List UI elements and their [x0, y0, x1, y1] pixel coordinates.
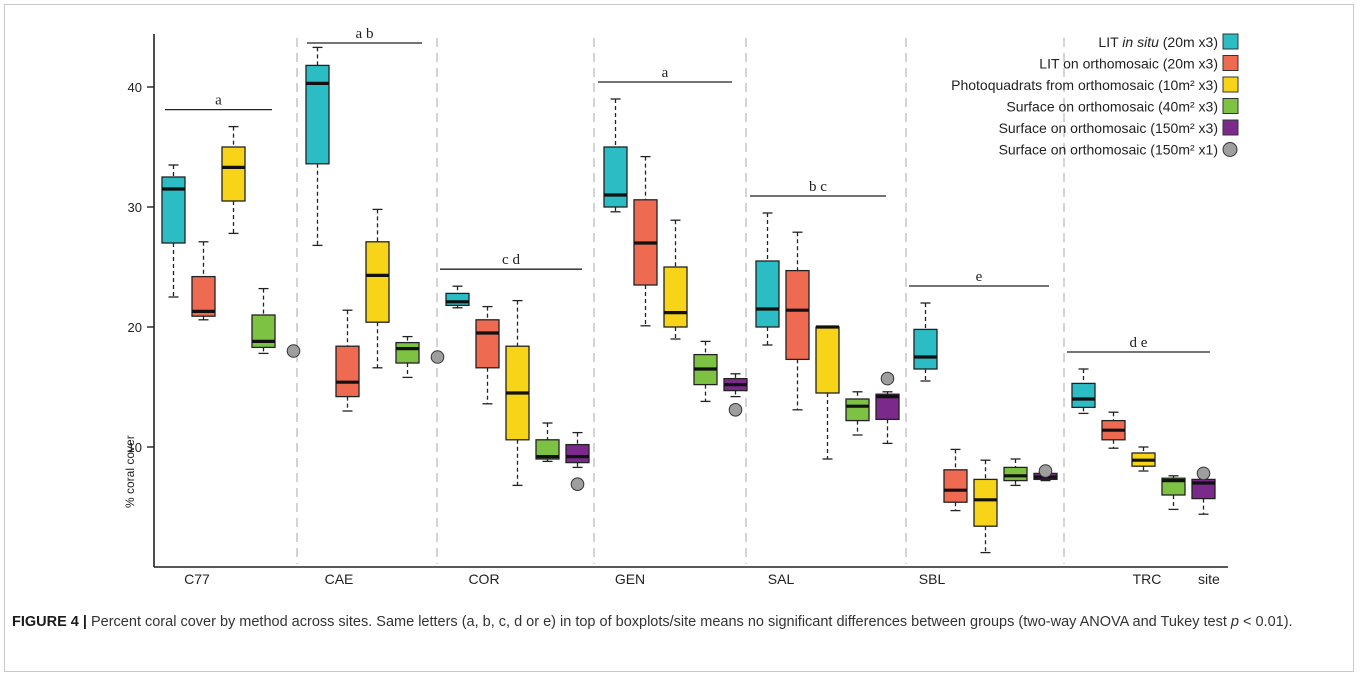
box — [603, 146, 628, 208]
boxplot-chart: a a b c d a b c e d e % coral cover site 10 20 3… — [123, 26, 1239, 587]
single-point — [880, 371, 895, 386]
x-tick-label: GEN — [615, 571, 645, 587]
x-tick-label: CAE — [325, 571, 354, 587]
significance-brackets: a a b c d a b c e d e — [165, 26, 1210, 353]
caption-p-symbol: p — [1230, 614, 1239, 630]
site-separators — [296, 38, 1065, 564]
boxplots — [161, 46, 1216, 554]
box — [221, 146, 246, 202]
legend-swatch — [1222, 76, 1239, 93]
box — [1003, 466, 1028, 482]
legend-label: Surface on orthomosaic (40m² x3) — [1006, 99, 1218, 115]
single-point — [728, 403, 743, 417]
legend: LIT in situ (20m x3) LIT on orthomosaic (… — [951, 33, 1239, 158]
box — [161, 176, 186, 244]
y-axis-label: % coral cover — [123, 435, 137, 508]
box — [785, 269, 810, 361]
y-ticks: 10 20 30 40 — [128, 80, 154, 455]
legend-label: Surface on orthomosaic (150m² x3) — [999, 120, 1218, 136]
legend-label: Photoquadrats from orthomosaic (10m² x3) — [951, 77, 1218, 93]
legend-swatch — [1222, 55, 1239, 71]
x-tick-label: COR — [468, 571, 499, 587]
legend-swatch — [1222, 33, 1239, 50]
box — [335, 345, 360, 398]
box — [1161, 477, 1186, 496]
significance-letter: d e — [1130, 335, 1148, 351]
box — [305, 64, 330, 165]
caption-text: Percent coral cover by method across sit… — [86, 614, 1231, 630]
caption-label: FIGURE 4 | — [12, 614, 87, 630]
x-tick-label: SBL — [919, 571, 946, 587]
legend-label: Surface on orthomosaic (150m² x1) — [999, 142, 1218, 158]
single-point — [1196, 466, 1211, 481]
box — [973, 478, 998, 527]
box — [445, 292, 470, 307]
box — [845, 398, 870, 422]
significance-letter: a — [215, 93, 222, 109]
box — [475, 319, 500, 369]
single-point — [430, 350, 445, 364]
box — [251, 314, 276, 349]
figure-frame — [4, 4, 1354, 672]
caption-text-end: < 0.01). — [1238, 614, 1293, 630]
y-tick-label: 20 — [128, 320, 142, 335]
box — [191, 275, 216, 317]
box — [565, 443, 590, 464]
legend-swatch — [1222, 98, 1239, 114]
box — [1071, 382, 1096, 409]
single-point — [570, 477, 585, 492]
x-tick-label: C77 — [184, 571, 210, 587]
box — [875, 393, 900, 421]
box — [365, 241, 390, 323]
legend-label: LIT on orthomosaic (20m x3) — [1039, 56, 1218, 72]
single-point — [286, 344, 301, 358]
box — [943, 469, 968, 503]
box — [755, 260, 780, 328]
x-tick-label: SAL — [768, 571, 795, 587]
significance-letter: e — [976, 269, 983, 285]
axes: % coral cover site — [123, 34, 1228, 587]
significance-letter: b c — [809, 179, 827, 195]
y-tick-label: 40 — [128, 80, 142, 95]
single-point — [1038, 464, 1053, 478]
legend-swatch — [1222, 119, 1239, 136]
x-axis-label: site — [1198, 571, 1220, 587]
box — [535, 439, 560, 460]
y-tick-label: 30 — [128, 200, 142, 215]
legend-swatch — [1222, 142, 1238, 157]
box — [395, 341, 420, 364]
x-ticks: C77 CAE COR GEN SAL SBL TRC — [184, 571, 1161, 587]
box — [913, 328, 938, 370]
legend-label: LIT in situ (20m x3) — [1098, 34, 1218, 50]
box — [815, 326, 840, 394]
figure-caption: FIGURE 4 | Percent coral cover by method… — [12, 612, 1342, 633]
significance-letter: a b — [356, 26, 374, 42]
x-tick-label: TRC — [1133, 571, 1162, 587]
significance-letter: c d — [502, 252, 520, 268]
box — [663, 266, 688, 328]
significance-letter: a — [662, 65, 669, 81]
y-tick-label: 10 — [128, 440, 142, 455]
